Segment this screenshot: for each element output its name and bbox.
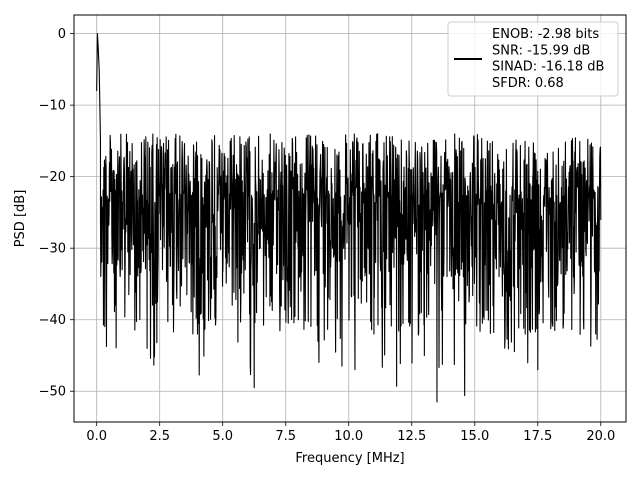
legend: ENOB: -2.98 bits SNR: -15.99 dB SINAD: -… bbox=[447, 21, 619, 97]
y-tick-label: −10 bbox=[39, 99, 66, 114]
x-tick-label: 2.5 bbox=[149, 429, 170, 444]
y-tick-label: −50 bbox=[39, 385, 66, 400]
x-tick-label: 15.0 bbox=[460, 429, 489, 444]
x-tick-label: 20.0 bbox=[586, 429, 615, 444]
y-axis-label: PSD [dB] bbox=[13, 190, 28, 248]
legend-line-sfdr: SFDR: 0.68 bbox=[492, 76, 564, 91]
y-tick-label: −30 bbox=[39, 242, 66, 257]
x-axis-label: Frequency [MHz] bbox=[295, 451, 404, 466]
plot-frame bbox=[73, 14, 627, 423]
y-tick-label: −40 bbox=[39, 313, 66, 328]
legend-line-enob: ENOB: -2.98 bits bbox=[492, 27, 599, 42]
legend-line-sinad: SINAD: -16.18 dB bbox=[492, 60, 604, 75]
x-tick-label: 7.5 bbox=[275, 429, 296, 444]
x-tick-label: 5.0 bbox=[212, 429, 233, 444]
psd-trace bbox=[96, 33, 602, 403]
y-tick-label: 0 bbox=[58, 27, 66, 42]
y-tick-label: −20 bbox=[39, 170, 66, 185]
psd-trace-group bbox=[96, 33, 602, 403]
x-tick-label: 10.0 bbox=[334, 429, 363, 444]
y-axis-ticks: 0 −10 −20 −30 −40 −50 bbox=[39, 27, 74, 400]
x-axis-ticks: 0.0 2.5 5.0 7.5 10.0 12.5 15.0 17.5 20.0 bbox=[86, 422, 615, 444]
legend-line-snr: SNR: -15.99 dB bbox=[492, 43, 590, 58]
x-tick-label: 0.0 bbox=[86, 429, 107, 444]
x-tick-label: 17.5 bbox=[523, 429, 552, 444]
legend-box bbox=[447, 21, 619, 97]
x-tick-label: 12.5 bbox=[397, 429, 426, 444]
